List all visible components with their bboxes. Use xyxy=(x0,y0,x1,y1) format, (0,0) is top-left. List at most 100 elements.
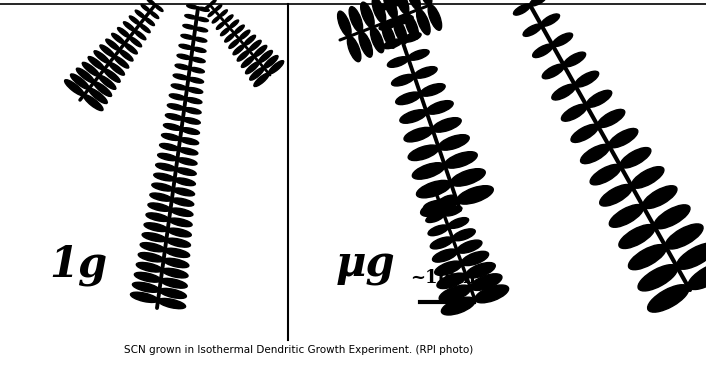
Ellipse shape xyxy=(233,45,244,55)
Ellipse shape xyxy=(444,206,462,216)
Ellipse shape xyxy=(64,80,84,96)
Ellipse shape xyxy=(234,25,244,34)
Ellipse shape xyxy=(142,233,167,242)
Ellipse shape xyxy=(177,54,191,59)
Ellipse shape xyxy=(590,164,621,185)
Ellipse shape xyxy=(347,36,361,62)
Ellipse shape xyxy=(654,205,690,229)
Ellipse shape xyxy=(259,51,273,63)
Ellipse shape xyxy=(165,248,190,257)
Ellipse shape xyxy=(433,117,461,132)
Ellipse shape xyxy=(241,56,254,67)
Ellipse shape xyxy=(106,39,119,51)
Ellipse shape xyxy=(393,18,407,44)
Ellipse shape xyxy=(250,67,264,80)
Ellipse shape xyxy=(150,11,159,19)
Ellipse shape xyxy=(609,128,638,148)
Ellipse shape xyxy=(124,43,137,54)
Ellipse shape xyxy=(220,27,229,36)
Ellipse shape xyxy=(162,134,180,141)
Ellipse shape xyxy=(620,147,651,168)
Ellipse shape xyxy=(254,45,267,57)
Ellipse shape xyxy=(466,262,496,278)
Ellipse shape xyxy=(104,69,120,82)
Ellipse shape xyxy=(172,84,187,90)
Ellipse shape xyxy=(225,33,234,42)
Ellipse shape xyxy=(71,74,89,89)
Ellipse shape xyxy=(190,67,204,73)
Ellipse shape xyxy=(417,180,451,198)
Text: ~1mm: ~1mm xyxy=(410,269,477,287)
Ellipse shape xyxy=(462,251,489,266)
Ellipse shape xyxy=(457,240,482,253)
Ellipse shape xyxy=(165,114,183,120)
Ellipse shape xyxy=(402,33,421,42)
Ellipse shape xyxy=(457,186,493,204)
Ellipse shape xyxy=(176,168,196,175)
Ellipse shape xyxy=(676,243,706,269)
Ellipse shape xyxy=(157,153,177,161)
Ellipse shape xyxy=(174,178,196,186)
Ellipse shape xyxy=(575,71,599,87)
Ellipse shape xyxy=(609,205,643,227)
Ellipse shape xyxy=(119,50,133,61)
Ellipse shape xyxy=(599,184,632,206)
Ellipse shape xyxy=(94,82,112,97)
Ellipse shape xyxy=(586,90,611,107)
Ellipse shape xyxy=(337,11,351,37)
Ellipse shape xyxy=(263,56,278,68)
Ellipse shape xyxy=(144,223,168,232)
Ellipse shape xyxy=(453,229,475,241)
Ellipse shape xyxy=(183,117,201,124)
Ellipse shape xyxy=(445,152,477,168)
Ellipse shape xyxy=(181,34,194,39)
Ellipse shape xyxy=(181,128,200,134)
Ellipse shape xyxy=(170,208,193,216)
Ellipse shape xyxy=(152,183,173,191)
Ellipse shape xyxy=(136,10,145,18)
Ellipse shape xyxy=(173,74,189,80)
Ellipse shape xyxy=(428,225,448,236)
Ellipse shape xyxy=(134,272,161,282)
Ellipse shape xyxy=(542,64,564,79)
Text: μg: μg xyxy=(335,244,395,286)
Ellipse shape xyxy=(88,56,104,70)
Ellipse shape xyxy=(148,203,170,211)
Ellipse shape xyxy=(177,158,197,165)
Ellipse shape xyxy=(147,0,155,5)
Ellipse shape xyxy=(210,0,216,5)
Ellipse shape xyxy=(99,75,116,89)
Ellipse shape xyxy=(186,98,202,104)
Ellipse shape xyxy=(475,285,508,303)
Ellipse shape xyxy=(187,87,203,93)
Ellipse shape xyxy=(448,218,469,228)
Ellipse shape xyxy=(146,213,169,221)
Ellipse shape xyxy=(164,258,189,268)
Ellipse shape xyxy=(112,33,125,44)
Ellipse shape xyxy=(408,50,429,60)
Ellipse shape xyxy=(419,0,432,5)
Ellipse shape xyxy=(404,127,433,142)
Ellipse shape xyxy=(172,198,193,206)
Ellipse shape xyxy=(229,20,239,28)
Ellipse shape xyxy=(183,25,196,29)
Ellipse shape xyxy=(433,249,457,262)
Ellipse shape xyxy=(439,195,455,203)
Ellipse shape xyxy=(428,5,442,30)
Ellipse shape xyxy=(396,16,413,24)
Ellipse shape xyxy=(185,15,197,19)
Ellipse shape xyxy=(435,261,462,275)
Ellipse shape xyxy=(189,78,203,83)
Ellipse shape xyxy=(162,268,188,278)
Ellipse shape xyxy=(450,169,485,186)
Ellipse shape xyxy=(155,5,163,11)
Ellipse shape xyxy=(141,4,150,12)
Ellipse shape xyxy=(82,62,100,76)
Ellipse shape xyxy=(249,40,261,51)
Ellipse shape xyxy=(216,22,225,29)
Ellipse shape xyxy=(161,279,187,288)
Ellipse shape xyxy=(384,0,397,19)
Ellipse shape xyxy=(405,14,419,39)
Ellipse shape xyxy=(213,16,220,23)
Ellipse shape xyxy=(158,298,186,309)
